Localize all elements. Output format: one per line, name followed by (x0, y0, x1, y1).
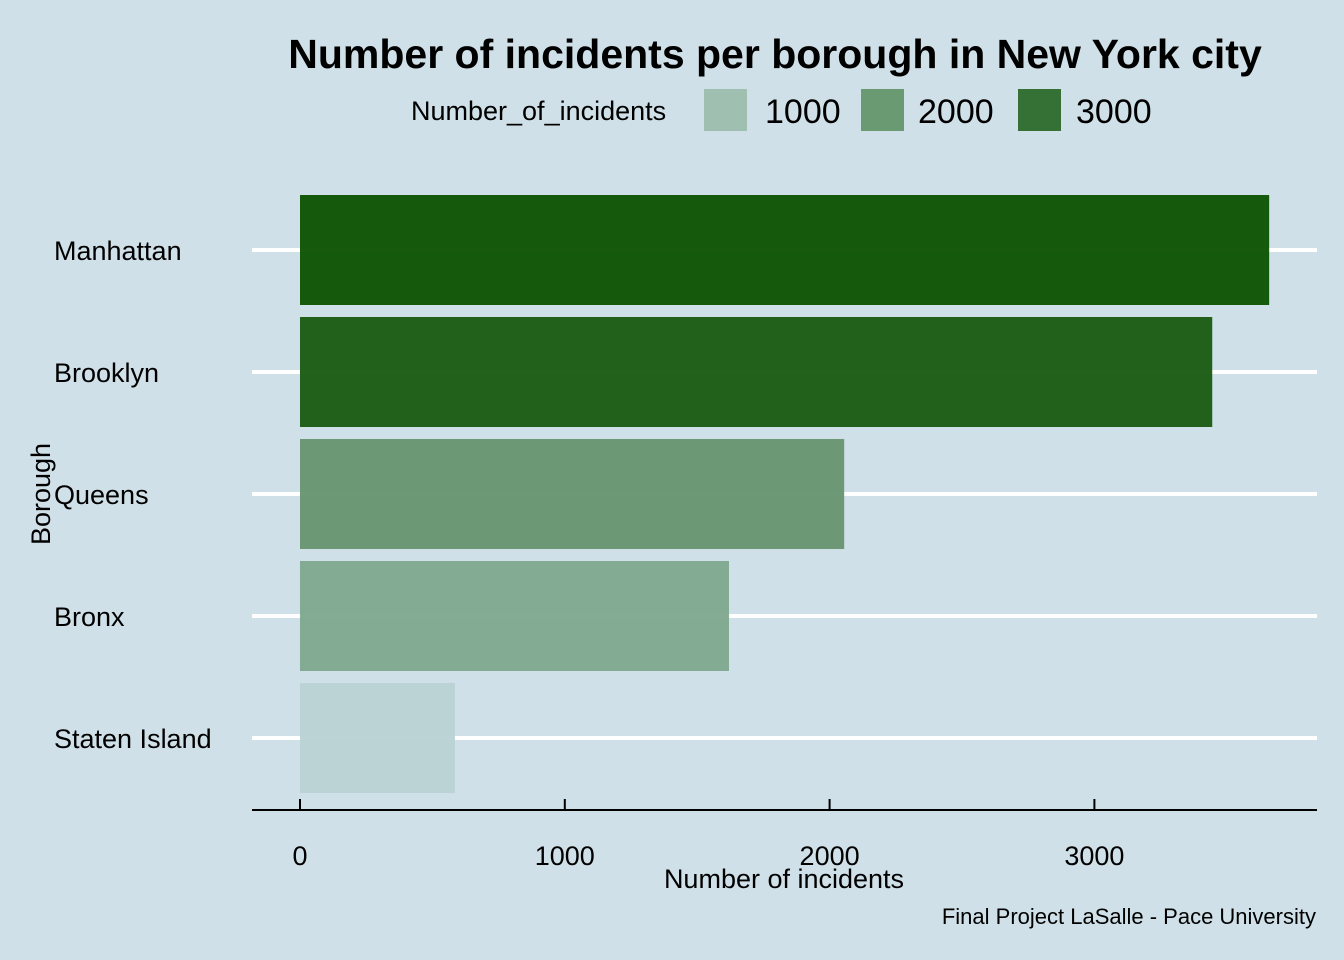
x-tick-label: 3000 (1064, 841, 1124, 871)
legend-label-2000: 2000 (918, 93, 994, 131)
x-tick-label: 2000 (800, 841, 860, 871)
y-axis-title: Borough (26, 443, 56, 545)
legend-entries: 1000 2000 3000 (704, 89, 1152, 131)
legend-label-3000: 3000 (1076, 93, 1152, 131)
x-tick-label: 0 (292, 841, 307, 871)
bar-staten-island (300, 683, 455, 793)
bar-queens (300, 439, 845, 549)
legend-swatch-1000 (704, 89, 747, 131)
x-axis-ticks: 0 1000 2000 3000 (292, 799, 1124, 871)
chart-caption: Final Project LaSalle - Pace University (942, 904, 1316, 929)
category-labels: Manhattan Brooklyn Queens Bronx Staten Islan… (54, 236, 212, 754)
bars (300, 195, 1270, 793)
category-label: Manhattan (54, 236, 182, 266)
legend: Number_of_incidents 1000 2000 3000 (411, 89, 1152, 131)
legend-title: Number_of_incidents (411, 96, 666, 126)
legend-swatch-3000 (1018, 89, 1061, 131)
x-axis-title: Number of incidents (664, 864, 904, 894)
category-label: Queens (54, 480, 149, 510)
category-label: Brooklyn (54, 358, 159, 388)
chart-title: Number of incidents per borough in New Y… (288, 31, 1262, 77)
bar-brooklyn (300, 317, 1213, 427)
bar-bronx (300, 561, 729, 671)
legend-label-1000: 1000 (765, 93, 841, 131)
category-label: Bronx (54, 602, 125, 632)
bar-manhattan (300, 195, 1270, 305)
legend-swatch-2000 (861, 89, 904, 131)
category-label: Staten Island (54, 724, 212, 754)
x-tick-label: 1000 (535, 841, 595, 871)
